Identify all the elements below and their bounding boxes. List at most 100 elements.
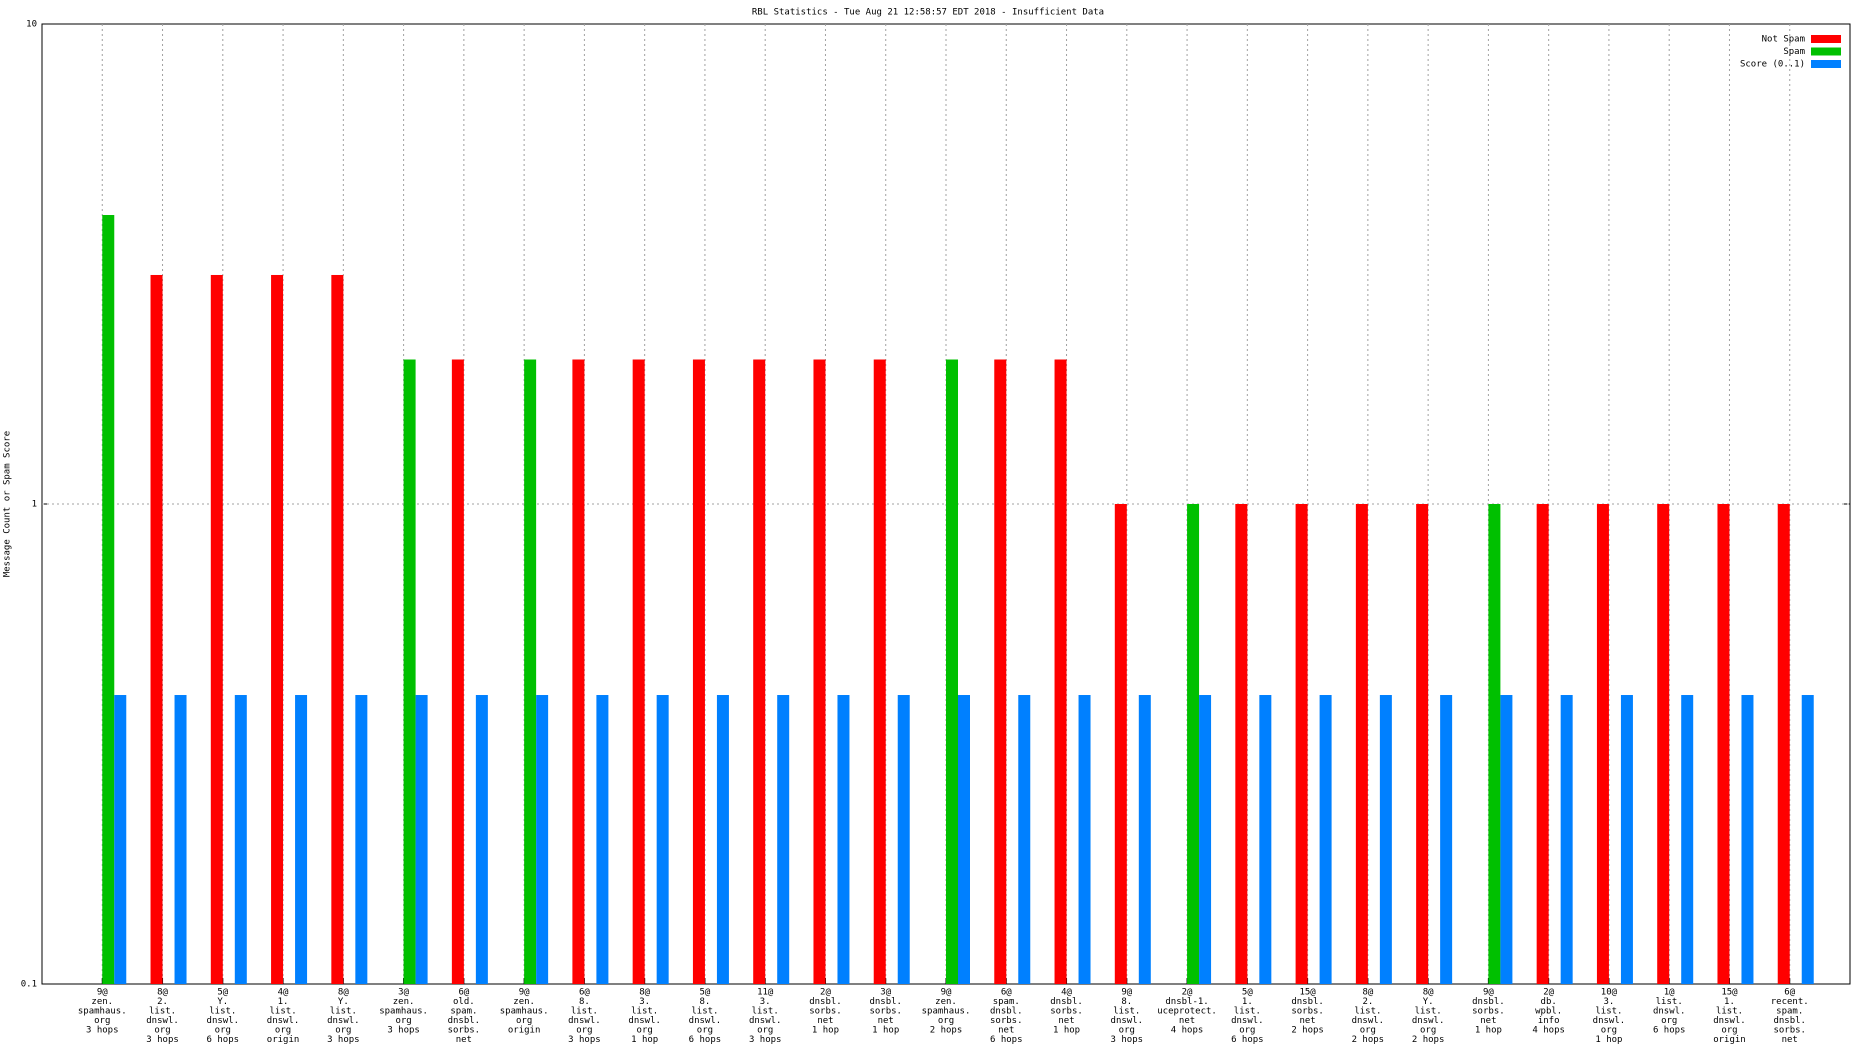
y-axis-label: Message Count or Spam Score — [3, 431, 13, 577]
bar — [295, 695, 308, 984]
x-tick-label: dnswl. — [327, 1016, 360, 1026]
legend-swatch — [1811, 35, 1841, 43]
bar — [1488, 504, 1501, 984]
legend-swatch — [1811, 60, 1841, 68]
bar — [150, 274, 163, 984]
x-tick-label: org — [94, 1016, 110, 1026]
x-tick-label: org — [1360, 1026, 1376, 1036]
bar — [897, 695, 910, 984]
x-tick-label: list. — [631, 1007, 658, 1017]
x-tick-label: list. — [1656, 997, 1683, 1007]
bar — [656, 695, 669, 984]
bar — [1199, 695, 1212, 984]
x-tick-label: org — [637, 1026, 653, 1036]
x-tick-label: 5@ — [700, 988, 711, 998]
x-tick-label: dnsbl. — [448, 1016, 481, 1026]
x-tick-label: org — [215, 1026, 231, 1036]
bar — [946, 359, 958, 984]
x-tick-label: list. — [1354, 1007, 1381, 1017]
x-tick-label: Y. — [338, 997, 349, 1007]
bar — [114, 695, 127, 984]
x-tick-label: net — [998, 1026, 1014, 1036]
x-tick-label: dnswl. — [267, 1016, 300, 1026]
bar — [1114, 504, 1127, 984]
x-tick-label: list. — [1113, 1007, 1140, 1017]
x-tick-label: 2 hops — [1352, 1035, 1385, 1044]
x-tick-label: 10@ — [1601, 988, 1618, 998]
x-tick-label: uceprotect. — [1157, 1007, 1217, 1017]
bar — [210, 274, 223, 984]
x-tick-label: 6 hops — [207, 1035, 240, 1044]
x-tick-label: 4 hops — [1532, 1026, 1565, 1036]
x-tick-label: 11@ — [757, 988, 774, 998]
x-tick-label: sorbs. — [1472, 1007, 1505, 1017]
x-tick-label: list. — [1716, 1007, 1743, 1017]
x-tick-label: 3 hops — [1111, 1035, 1144, 1044]
x-tick-label: 9@ — [97, 988, 108, 998]
x-tick-label: org — [275, 1026, 291, 1036]
x-tick-label: 15@ — [1721, 988, 1738, 998]
bar — [994, 359, 1007, 984]
x-tick-label: 2@ — [1182, 988, 1193, 998]
x-tick-label: 4 hops — [1171, 1026, 1204, 1036]
x-tick-label: zen. — [935, 997, 957, 1007]
bar — [1078, 695, 1091, 984]
x-tick-label: 6 hops — [1231, 1035, 1264, 1044]
x-tick-label: 3 hops — [387, 1026, 420, 1036]
x-tick-label: 8. — [1121, 997, 1132, 1007]
x-tick-label: 3@ — [880, 988, 891, 998]
x-tick-label: org — [154, 1026, 170, 1036]
x-tick-label: sorbs. — [869, 1007, 902, 1017]
x-tick-label: 2. — [1362, 997, 1373, 1007]
bar — [524, 359, 537, 984]
x-tick-label: sorbs. — [1291, 1007, 1324, 1017]
x-tick-label: dnswl. — [207, 1016, 240, 1026]
x-tick-label: list. — [691, 1007, 718, 1017]
x-tick-label: spam. — [993, 997, 1020, 1007]
x-tick-label: dnsbl-1. — [1165, 997, 1208, 1007]
bar — [1319, 695, 1332, 984]
x-tick-label: 2 hops — [1291, 1026, 1324, 1036]
x-tick-label: list. — [149, 1007, 176, 1017]
x-tick-label: origin — [267, 1035, 300, 1044]
x-tick-label: org — [395, 1016, 411, 1026]
bar — [1657, 504, 1670, 984]
x-tick-label: 9@ — [519, 988, 530, 998]
x-tick-label: 2. — [157, 997, 168, 1007]
bar — [1054, 359, 1067, 984]
bar — [1777, 504, 1790, 984]
bar — [1596, 504, 1609, 984]
x-tick-label: sorbs. — [448, 1026, 481, 1036]
legend-label: Not Spam — [1762, 35, 1805, 45]
x-tick-label: 3 hops — [86, 1026, 119, 1036]
bar — [873, 359, 886, 984]
x-tick-label: net — [878, 1016, 894, 1026]
x-tick-label: dnsbl. — [1472, 997, 1505, 1007]
x-tick-label: old. — [453, 997, 475, 1007]
x-tick-label: 9@ — [941, 988, 952, 998]
bar — [1440, 695, 1453, 984]
x-tick-label: net — [1299, 1016, 1315, 1026]
x-tick-label: origin — [1713, 1035, 1746, 1044]
x-tick-label: dnsbl. — [1773, 1016, 1806, 1026]
x-tick-label: 9@ — [1483, 988, 1494, 998]
bar — [716, 695, 729, 984]
bar — [1187, 504, 1200, 984]
bar — [1379, 695, 1392, 984]
bar — [572, 359, 585, 984]
x-tick-label: 5@ — [1242, 988, 1253, 998]
bar — [1500, 695, 1513, 984]
x-tick-label: dnswl. — [1352, 1016, 1385, 1026]
x-tick-label: list. — [1234, 1007, 1261, 1017]
bar — [1801, 695, 1814, 984]
bar — [451, 359, 464, 984]
bar — [777, 695, 790, 984]
bar — [837, 695, 850, 984]
bar — [1138, 695, 1151, 984]
x-tick-label: 6@ — [1784, 988, 1795, 998]
x-tick-label: 2@ — [820, 988, 831, 998]
x-tick-label: 1 hop — [1475, 1026, 1502, 1036]
bar — [1560, 695, 1573, 984]
bar — [1620, 695, 1633, 984]
